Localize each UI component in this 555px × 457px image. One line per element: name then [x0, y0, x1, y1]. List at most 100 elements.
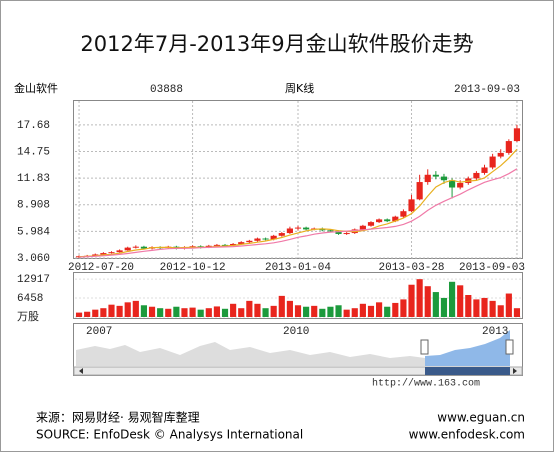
candle-body [335, 231, 342, 234]
volume-bar [132, 300, 139, 317]
candle-body [424, 174, 431, 183]
volume-bar [189, 307, 196, 317]
volume-bar [513, 308, 521, 317]
x-tick-label: 2013-01-04 [265, 262, 331, 274]
volume-bar [181, 308, 188, 317]
x-tick-label: 2012-07-20 [68, 262, 134, 274]
candle-body [116, 250, 123, 253]
candle-body [489, 156, 496, 168]
candle-body [505, 141, 512, 153]
scrollbar-thumb[interactable] [425, 367, 510, 375]
candle-body [457, 182, 464, 188]
candle-body [400, 211, 407, 217]
candle-body [132, 246, 139, 248]
volume-bar [481, 297, 488, 317]
ma-line [79, 168, 518, 258]
volume-bar [124, 302, 131, 317]
chart-title: 2012年7月-2013年9月金山软件股价走势 [80, 32, 473, 56]
candle-body [238, 242, 245, 244]
y-tick-label: 14.75 [17, 146, 50, 158]
x-tick-label: 2013-09-03 [459, 262, 525, 274]
candle-body [384, 219, 391, 222]
volume-bar [294, 305, 302, 317]
volume-bar [165, 308, 172, 317]
candle-body [286, 228, 293, 234]
volume-bar [173, 306, 180, 317]
site: www.eguan.cn [437, 411, 525, 425]
volume-bar [230, 303, 237, 317]
volume-bar [465, 295, 472, 317]
candle-body [108, 252, 115, 254]
volume-bar [432, 292, 439, 317]
y-tick-label: 3.060 [17, 253, 50, 265]
volume-bar [392, 302, 399, 317]
volume-bar [311, 305, 318, 317]
candle-body [448, 180, 456, 188]
candle-body [416, 182, 423, 200]
site: www.enfodesk.com [409, 428, 525, 442]
price-panel [73, 100, 523, 259]
volume-bar [343, 309, 350, 317]
candle-body [303, 227, 310, 230]
scrollbar[interactable] [73, 366, 523, 376]
y-tick-label: 17.68 [17, 120, 50, 132]
candle-body [376, 219, 383, 223]
stock-code: 03888 [150, 84, 183, 96]
candle-body [92, 254, 99, 256]
candle-body [124, 247, 131, 251]
candle-body [140, 246, 148, 249]
volume-bar [278, 295, 285, 317]
candle-body [367, 222, 375, 226]
volume-bar [351, 308, 358, 317]
volume-bar [489, 300, 496, 317]
volume-bar [335, 305, 342, 317]
candle-body [294, 227, 302, 229]
navigator-label: 2010 [283, 326, 309, 338]
candle-body [343, 233, 350, 235]
candle-body [100, 253, 107, 255]
volume-bar [100, 308, 107, 317]
navigator-handle[interactable] [505, 339, 514, 355]
navigator: 2007 2010 2013 [73, 323, 523, 376]
volume-bar [367, 305, 375, 317]
volume-bar [457, 285, 464, 317]
volume-bar [473, 299, 480, 317]
volume-bar [359, 303, 366, 317]
candle-body [270, 235, 277, 240]
volume-bar [246, 300, 253, 317]
navigator-selection [425, 330, 510, 366]
navigator-handle[interactable] [420, 339, 429, 355]
candle-body [440, 176, 448, 181]
volume-bar [157, 308, 164, 317]
date: 2013-09-03 [454, 84, 520, 96]
volume-bar [148, 306, 156, 317]
volume-bar [262, 308, 269, 317]
volume-tick-label: 万股 [17, 310, 39, 324]
candle-body [262, 238, 269, 240]
volume-bar [270, 305, 277, 317]
volume-bar [254, 303, 261, 317]
navigator-area [76, 342, 425, 366]
volume-bar [448, 281, 456, 317]
volume-bar [440, 297, 448, 317]
volume-tick-label: 6458 [17, 293, 43, 305]
volume-bar [303, 306, 310, 317]
volume-bar [424, 286, 431, 317]
navigator-label: 2007 [86, 326, 112, 338]
y-tick-label: 5.984 [17, 226, 50, 238]
navigator-label: 2013 [482, 326, 508, 338]
candle-body [513, 128, 521, 142]
candle-body [392, 216, 399, 222]
volume-bar [319, 308, 326, 317]
candle-body [408, 199, 415, 212]
volume-bar [205, 308, 212, 317]
url[interactable]: http://www.163.com [372, 378, 480, 390]
source-en: SOURCE: EnfoDesk © Analysys Internationa… [36, 428, 303, 442]
candle-body [359, 225, 366, 230]
volume-bar [376, 302, 383, 317]
volume-bar [116, 305, 123, 317]
candle-body [246, 240, 253, 243]
volume-bar [221, 308, 229, 317]
